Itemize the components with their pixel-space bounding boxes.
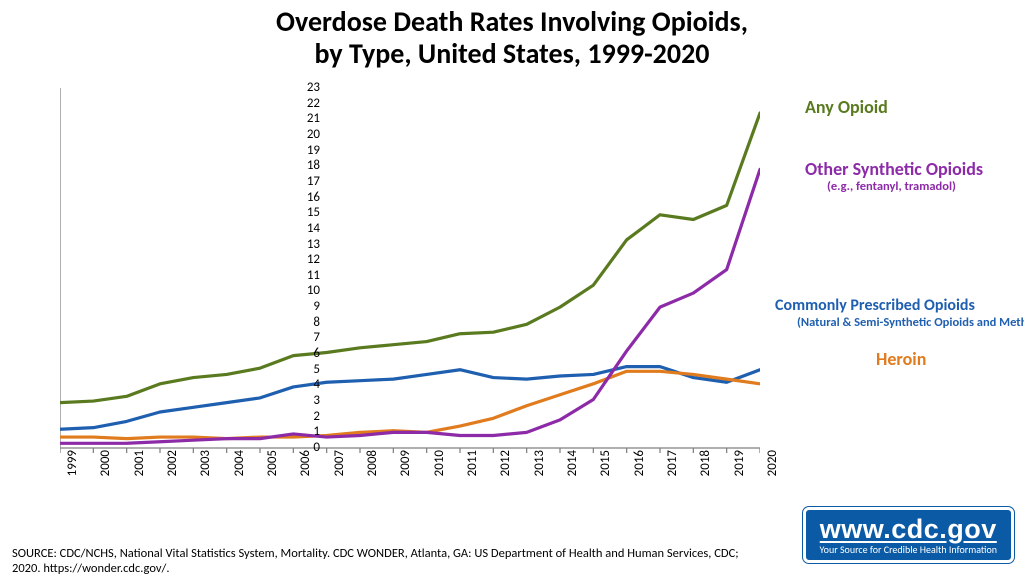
x-tick: 2012	[498, 450, 513, 490]
x-tick: 2020	[765, 450, 780, 490]
series-sublabel-prescribed: (Natural & Semi-Synthetic Opioids and Me…	[797, 315, 1024, 330]
y-tick: 8	[290, 315, 320, 330]
chart-svg	[60, 88, 760, 483]
y-tick: 2	[290, 409, 320, 424]
x-tick: 2000	[98, 450, 113, 490]
series-label-any_opioid: Any Opioid	[805, 96, 888, 118]
y-tick: 16	[290, 190, 320, 205]
x-tick: 2010	[432, 450, 447, 490]
title-line-1: Overdose Death Rates Involving Opioids,	[0, 6, 1024, 38]
y-tick: 21	[290, 111, 320, 126]
x-tick: 2006	[298, 450, 313, 490]
y-tick: 4	[290, 377, 320, 392]
x-tick: 2011	[465, 450, 480, 490]
y-tick: 7	[290, 330, 320, 345]
cdc-url: www.cdc.gov	[820, 514, 997, 545]
y-axis-label: Deaths per 100,000 population	[14, 0, 32, 90]
y-tick: 13	[290, 237, 320, 252]
y-tick: 17	[290, 174, 320, 189]
y-tick: 5	[290, 362, 320, 377]
y-tick: 11	[290, 268, 320, 283]
x-tick: 2008	[365, 450, 380, 490]
y-tick: 6	[290, 346, 320, 361]
x-tick: 2002	[165, 450, 180, 490]
series-label-heroin: Heroin	[876, 348, 926, 370]
title-line-2: by Type, United States, 1999-2020	[0, 38, 1024, 70]
x-tick: 2007	[332, 450, 347, 490]
y-tick: 18	[290, 158, 320, 173]
y-tick: 14	[290, 221, 320, 236]
y-tick: 23	[290, 80, 320, 95]
series-sublabel-other_synthetic: (e.g., fentanyl, tramadol)	[827, 179, 956, 194]
y-tick: 9	[290, 299, 320, 314]
x-tick: 2001	[132, 450, 147, 490]
y-tick: 19	[290, 143, 320, 158]
x-tick: 2009	[398, 450, 413, 490]
cdc-tagline: Your Source for Credible Health Informat…	[820, 543, 997, 556]
line-chart	[60, 88, 760, 483]
y-tick: 3	[290, 393, 320, 408]
y-tick: 12	[290, 252, 320, 267]
chart-title: Overdose Death Rates Involving Opioids, …	[0, 6, 1024, 70]
y-tick: 10	[290, 283, 320, 298]
x-tick: 2018	[698, 450, 713, 490]
x-tick: 2015	[598, 450, 613, 490]
source-citation: SOURCE: CDC/NCHS, National Vital Statist…	[12, 546, 752, 577]
x-tick: 1999	[65, 450, 80, 490]
series-label-other_synthetic: Other Synthetic Opioids	[805, 158, 983, 180]
x-tick: 2003	[198, 450, 213, 490]
y-tick: 20	[290, 127, 320, 142]
x-tick: 2004	[232, 450, 247, 490]
y-tick: 15	[290, 205, 320, 220]
x-tick: 2014	[565, 450, 580, 490]
cdc-badge: www.cdc.gov Your Source for Credible Hea…	[803, 507, 1014, 563]
x-tick: 2019	[732, 450, 747, 490]
y-tick: 22	[290, 96, 320, 111]
series-label-prescribed: Commonly Prescribed Opioids	[775, 296, 975, 315]
x-tick: 2013	[532, 450, 547, 490]
x-tick: 2016	[632, 450, 647, 490]
y-tick: 1	[290, 424, 320, 439]
x-tick: 2017	[665, 450, 680, 490]
x-tick: 2005	[265, 450, 280, 490]
